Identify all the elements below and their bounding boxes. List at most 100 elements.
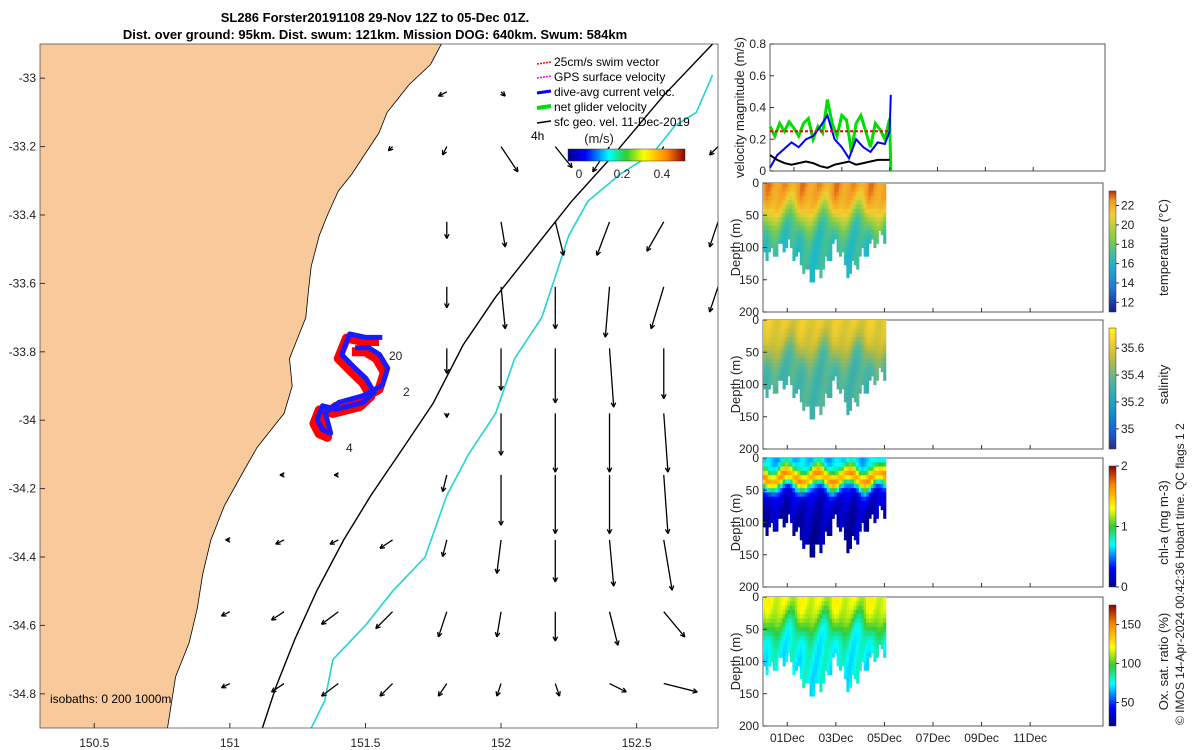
section-cell	[819, 269, 823, 274]
section-cell	[797, 226, 801, 231]
section-cell	[846, 475, 850, 481]
section-cell	[851, 367, 855, 373]
section-cell	[797, 380, 801, 386]
section-cell	[873, 332, 877, 338]
section-cell	[839, 204, 843, 210]
section-cell	[841, 324, 845, 330]
section-cell	[772, 597, 776, 602]
section-cell	[846, 332, 850, 338]
section-cell	[824, 251, 828, 257]
section-cell	[846, 513, 850, 519]
section-cell	[829, 251, 833, 257]
section-cell	[767, 345, 771, 351]
section-cell	[763, 226, 767, 231]
section-cell	[826, 358, 830, 364]
section-cell	[809, 234, 813, 240]
section-cell	[834, 345, 838, 351]
section-cell	[782, 363, 786, 368]
section-cell	[814, 264, 818, 270]
section-cell	[883, 635, 887, 641]
section-cell	[812, 332, 816, 338]
section-cell	[812, 204, 816, 210]
section-cell	[843, 384, 847, 390]
section-cell	[863, 388, 867, 394]
section-cell	[821, 614, 825, 620]
section-cell	[809, 548, 813, 554]
section-cell	[880, 466, 884, 472]
section-cell	[814, 320, 818, 325]
section-cell	[821, 183, 825, 188]
section-cell	[834, 324, 838, 330]
section-cell	[861, 609, 865, 615]
section-cell	[814, 397, 818, 403]
section-cell	[836, 492, 840, 498]
section-cell	[799, 648, 803, 654]
section-cell	[812, 264, 816, 270]
section-cell	[836, 204, 840, 210]
section-cell	[861, 238, 865, 244]
velocity-series	[768, 99, 893, 172]
section-cell	[880, 627, 884, 632]
section-cell	[812, 393, 816, 398]
section-cell	[790, 601, 794, 607]
section-cell	[802, 513, 806, 519]
section-cell	[819, 243, 823, 249]
section-cell	[799, 354, 803, 360]
section-cell	[799, 256, 803, 261]
section-cell	[843, 644, 847, 650]
section-cell	[819, 375, 823, 381]
section-cell	[807, 324, 811, 330]
section-cell	[853, 380, 857, 386]
section-cell	[824, 488, 828, 493]
section-cell	[767, 247, 771, 253]
section-cell	[848, 475, 852, 481]
section-cell	[868, 466, 872, 472]
section-cell	[775, 375, 779, 381]
section-cell	[812, 414, 816, 420]
section-cell	[851, 328, 855, 334]
section-cell	[846, 354, 850, 360]
section-cell	[797, 479, 801, 485]
section-cell	[794, 458, 798, 463]
section-cell	[834, 501, 838, 506]
section-cell	[817, 375, 821, 381]
section-cell	[804, 217, 808, 223]
section-cell	[812, 466, 816, 472]
section-cell	[770, 191, 774, 197]
section-cell	[782, 320, 786, 325]
section-cell	[836, 483, 840, 489]
section-cell	[807, 380, 811, 386]
section-cell	[856, 631, 860, 637]
section-cell	[853, 247, 857, 253]
section-cell	[807, 204, 811, 210]
section-cell	[782, 479, 786, 485]
section-cell	[802, 183, 806, 188]
section-cell	[809, 644, 813, 650]
section-cell	[817, 652, 821, 658]
section-cell	[873, 238, 877, 244]
section-cell	[817, 522, 821, 528]
section-cell	[843, 518, 847, 524]
section-cell	[851, 609, 855, 615]
section-cell	[826, 230, 830, 236]
section-cell	[829, 513, 833, 519]
section-cell	[792, 213, 796, 218]
section-cell	[772, 354, 776, 360]
section-cell	[777, 470, 781, 476]
section-cell	[875, 375, 879, 381]
section-cell	[829, 183, 833, 188]
section-cell	[856, 204, 860, 210]
section-cell	[792, 367, 796, 373]
section-cell	[763, 622, 767, 628]
section-cell	[843, 332, 847, 338]
section-cell	[785, 492, 789, 498]
section-cell	[841, 644, 845, 650]
section-cell	[883, 200, 887, 206]
section-cell	[861, 505, 865, 511]
section-cell	[836, 354, 840, 360]
section-cell	[807, 260, 811, 266]
section-cell	[829, 492, 833, 498]
section-cell	[839, 350, 843, 355]
section-cell	[772, 644, 776, 650]
